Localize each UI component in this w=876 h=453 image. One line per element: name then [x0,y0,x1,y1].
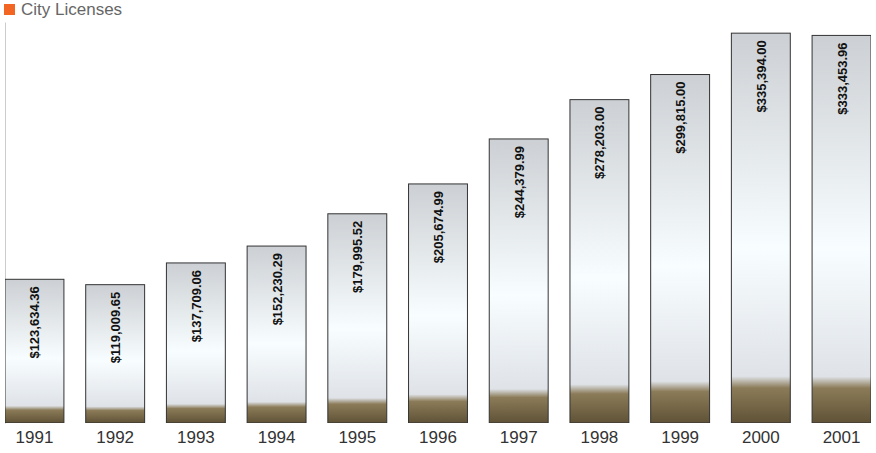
bar [489,139,548,423]
bar [166,263,225,423]
bars [5,33,871,423]
data-label: $278,203.00 [592,107,607,179]
x-tick-label: 1996 [419,428,457,447]
x-tick-label: 1999 [661,428,699,447]
data-label: $244,379.99 [512,146,527,218]
x-tick: 1998 [581,423,619,447]
title: City Licenses [21,0,122,19]
x-tick-label: 1997 [500,428,538,447]
x-tick: 1996 [419,423,457,447]
data-label: $123,634.36 [27,286,42,358]
bar [328,214,387,423]
x-tick-label: 1991 [16,428,54,447]
data-label: $152,230.29 [270,253,285,325]
x-tick: 1994 [258,423,296,447]
plot: $123,634.36 $119,009.65 $137,709.06 $152,23… [5,23,871,448]
bar [812,35,871,423]
x-tick-label: 2001 [823,428,861,447]
title-bullet [4,4,15,15]
data-label: $333,453.96 [835,42,850,114]
x-tick: 1993 [177,423,215,447]
x-tick: 1992 [96,423,134,447]
x-tick: 1991 [16,423,54,447]
data-label: $119,009.65 [108,292,123,364]
bar [570,100,629,423]
x-tick-label: 1995 [338,428,376,447]
x-tick-label: 1992 [96,428,134,447]
x-tick: 1999 [661,423,699,447]
bar [86,285,145,423]
x-tick-label: 1994 [258,428,296,447]
x-tick-label: 1993 [177,428,215,447]
x-axis: 1991 1992 1993 1994 1995 1996 1997 1998 1999 2000… [16,423,861,447]
bar [5,279,64,423]
data-label: $137,709.06 [189,270,204,342]
x-tick-label: 2000 [742,428,780,447]
x-tick: 1997 [500,423,538,447]
data-label: $335,394.00 [754,40,769,112]
bar [731,33,790,423]
bar [247,246,306,423]
data-label: $299,815.00 [673,82,688,154]
data-labels: $123,634.36 $119,009.65 $137,709.06 $152,23… [27,40,849,363]
x-tick: 2001 [823,423,861,447]
bar [409,184,468,423]
x-tick: 2000 [742,423,780,447]
bar [651,75,710,423]
data-label: $205,674.99 [431,191,446,263]
x-tick-label: 1998 [581,428,619,447]
x-tick: 1995 [338,423,376,447]
data-label: $179,995.52 [350,221,365,293]
chart: $123,634.36 $119,009.65 $137,709.06 $152,23… [0,0,876,453]
